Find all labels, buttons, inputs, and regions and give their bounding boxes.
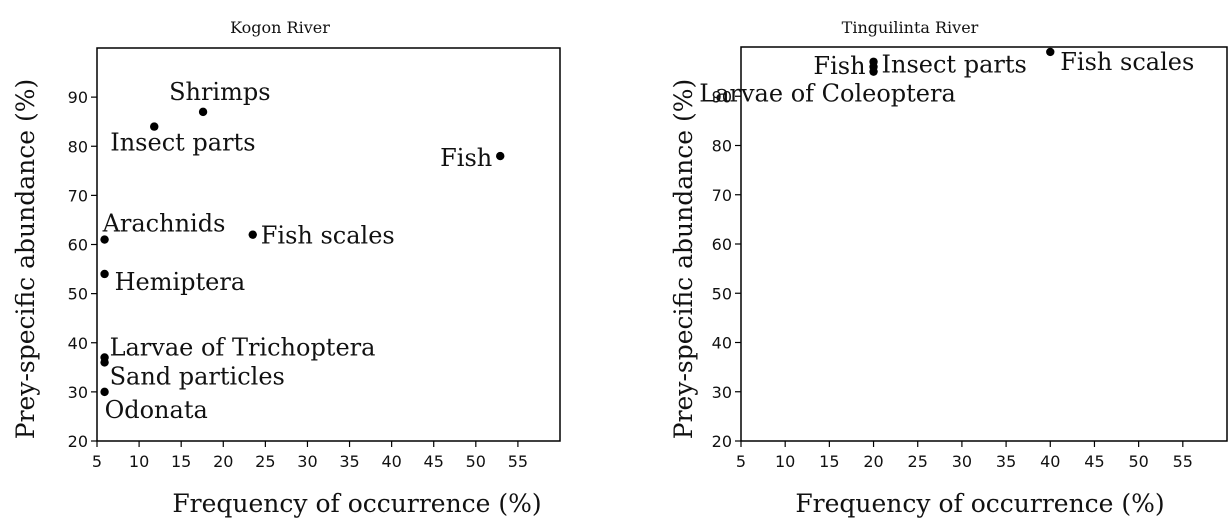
y-tick-label: 90 (68, 88, 88, 107)
point-label: Larvae of Coleoptera (699, 80, 956, 108)
point-label: Odonata (105, 396, 208, 424)
x-axis-label: Frequency of occurrence (%) (172, 489, 541, 518)
x-tick-label: 55 (1173, 452, 1193, 471)
point-label: Larvae of Trichoptera (110, 333, 376, 361)
x-tick-label: 35 (339, 452, 359, 471)
x-tick-label: 5 (92, 452, 102, 471)
data-point (100, 358, 109, 367)
y-axis-label: Prey-specific abundance (%) (669, 79, 698, 440)
y-tick-label: 90 (712, 87, 732, 106)
y-tick-label: 60 (68, 236, 88, 255)
x-tick-label: 50 (466, 452, 486, 471)
point-label: Insect parts (110, 129, 255, 157)
x-tick-label: 10 (129, 452, 149, 471)
point-label: Hemiptera (115, 268, 246, 296)
point-label: Fish scales (1060, 48, 1194, 76)
y-tick-label: 20 (712, 432, 732, 451)
point-label: Shrimps (169, 78, 270, 106)
y-axis: 20 30 40 50 60 70 80 90 (68, 88, 97, 451)
y-axis: 20 30 40 50 60 70 80 90 (712, 87, 741, 451)
y-tick-label: 80 (712, 137, 732, 156)
x-tick-label: 40 (1040, 452, 1060, 471)
x-tick-label: 55 (508, 452, 528, 471)
x-tick-label: 20 (863, 452, 883, 471)
point-label: Arachnids (102, 210, 226, 238)
y-tick-label: 30 (68, 383, 88, 402)
point-label: Insect parts (882, 51, 1027, 79)
y-tick-label: 70 (68, 186, 88, 205)
x-tick-label: 25 (255, 452, 275, 471)
x-tick-label: 35 (996, 452, 1016, 471)
point-label: Fish (813, 52, 865, 80)
x-tick-label: 45 (424, 452, 444, 471)
chart-title: Tinguilinta River (842, 18, 979, 37)
data-point (150, 122, 159, 131)
data-point (100, 269, 109, 279)
x-tick-label: 30 (952, 452, 972, 471)
point-label: Fish scales (261, 222, 395, 250)
data-points: Shrimps Insect parts Fish Arachnids Fish sca… (100, 78, 505, 424)
data-point (1046, 47, 1055, 57)
x-tick-label: 30 (297, 452, 317, 471)
y-tick-label: 50 (68, 285, 88, 304)
y-tick-label: 60 (712, 235, 732, 254)
x-tick-label: 15 (171, 452, 191, 471)
chart-panel-kogon: Kogon River 20 30 40 50 60 70 80 90 5 10 15 20 25 30… (11, 18, 561, 518)
data-point (496, 151, 505, 161)
x-tick-label: 45 (1084, 452, 1104, 471)
data-point (100, 387, 109, 397)
y-tick-label: 80 (68, 137, 88, 156)
y-tick-label: 50 (712, 284, 732, 303)
chart-title: Kogon River (230, 18, 330, 37)
y-axis-label: Prey-specific abundance (%) (11, 79, 40, 440)
x-tick-label: 5 (736, 452, 746, 471)
data-point (869, 67, 878, 76)
data-point (198, 107, 208, 117)
y-tick-label: 40 (712, 334, 732, 353)
x-tick-label: 15 (819, 452, 839, 471)
x-tick-label: 25 (908, 452, 928, 471)
x-axis-label: Frequency of occurrence (%) (795, 489, 1164, 518)
y-tick-label: 20 (68, 432, 88, 451)
x-tick-label: 40 (381, 452, 401, 471)
x-tick-label: 20 (213, 452, 233, 471)
x-axis: 5 10 15 20 25 30 35 40 45 50 55 (736, 441, 1193, 471)
y-tick-label: 40 (68, 334, 88, 353)
x-axis: 5 10 15 20 25 30 35 40 45 50 55 (92, 441, 528, 471)
chart-panel-tinguilinta: Tinguilinta River 20 30 40 50 60 70 80 90 5 10 15… (669, 18, 1228, 518)
data-point (248, 230, 257, 239)
y-tick-label: 70 (712, 186, 732, 205)
x-tick-label: 50 (1128, 452, 1148, 471)
data-point (100, 235, 109, 244)
x-tick-label: 10 (775, 452, 795, 471)
point-label: Fish (440, 144, 492, 172)
point-label: Sand particles (110, 362, 285, 390)
y-tick-label: 30 (712, 383, 732, 402)
